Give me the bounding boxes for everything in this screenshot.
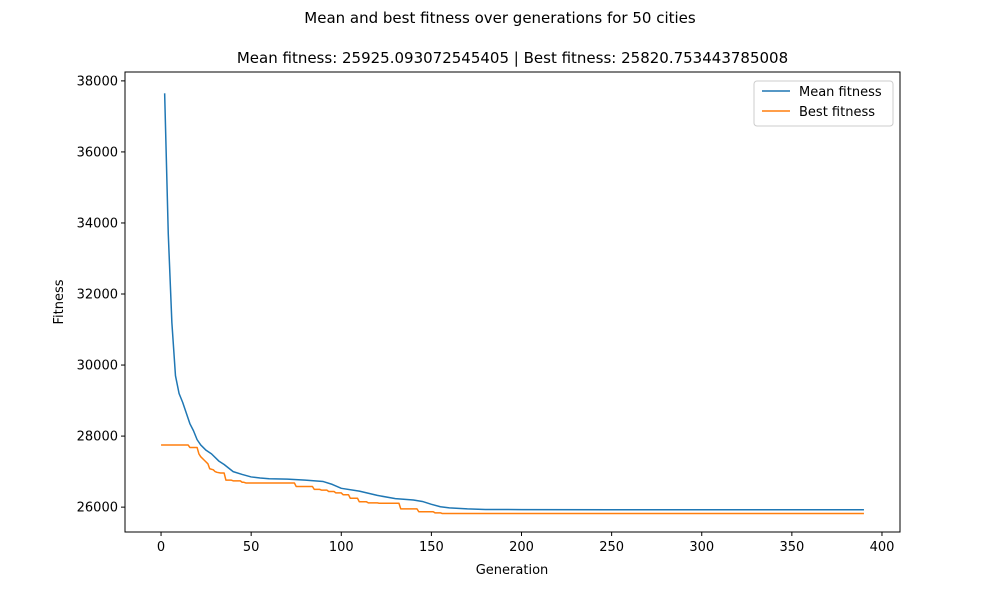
y-tick-label: 32000	[77, 288, 118, 303]
y-tick-label: 30000	[77, 359, 118, 374]
legend: Mean fitness Best fitness	[753, 80, 894, 127]
x-axis-ticks: 0 50 100 150 200 250 300 350 400	[157, 532, 894, 555]
legend-label-mean: Mean fitness	[799, 85, 882, 100]
x-axis-label: Generation	[476, 563, 549, 578]
x-tick-label: 400	[870, 540, 895, 555]
x-tick-label: 250	[599, 540, 624, 555]
y-tick-label: 36000	[77, 145, 118, 160]
x-tick-label: 100	[329, 540, 354, 555]
x-tick-label: 150	[419, 540, 444, 555]
y-axis-ticks: 26000 28000 30000 32000 34000 36000 38000	[77, 74, 125, 516]
x-tick-label: 350	[779, 540, 804, 555]
legend-frame	[753, 80, 894, 127]
y-axis-label: Fitness	[52, 279, 67, 324]
x-tick-label: 300	[689, 540, 714, 555]
x-tick-label: 50	[243, 540, 260, 555]
axes-frame	[124, 71, 901, 533]
chart-title: Mean fitness: 25925.093072545405 | Best …	[236, 49, 789, 67]
series-layer	[161, 93, 864, 515]
series-line-mean-fitness	[163, 93, 864, 511]
x-tick-label: 0	[157, 540, 165, 555]
series-line-best-fitness	[161, 444, 864, 515]
y-tick-label: 34000	[77, 216, 118, 231]
y-tick-label: 26000	[77, 501, 118, 516]
x-tick-label: 200	[509, 540, 534, 555]
y-tick-label: 28000	[77, 430, 118, 445]
chart-suptitle: Mean and best fitness over generations f…	[304, 9, 696, 27]
legend-label-best: Best fitness	[799, 105, 875, 120]
y-tick-label: 38000	[77, 74, 118, 89]
